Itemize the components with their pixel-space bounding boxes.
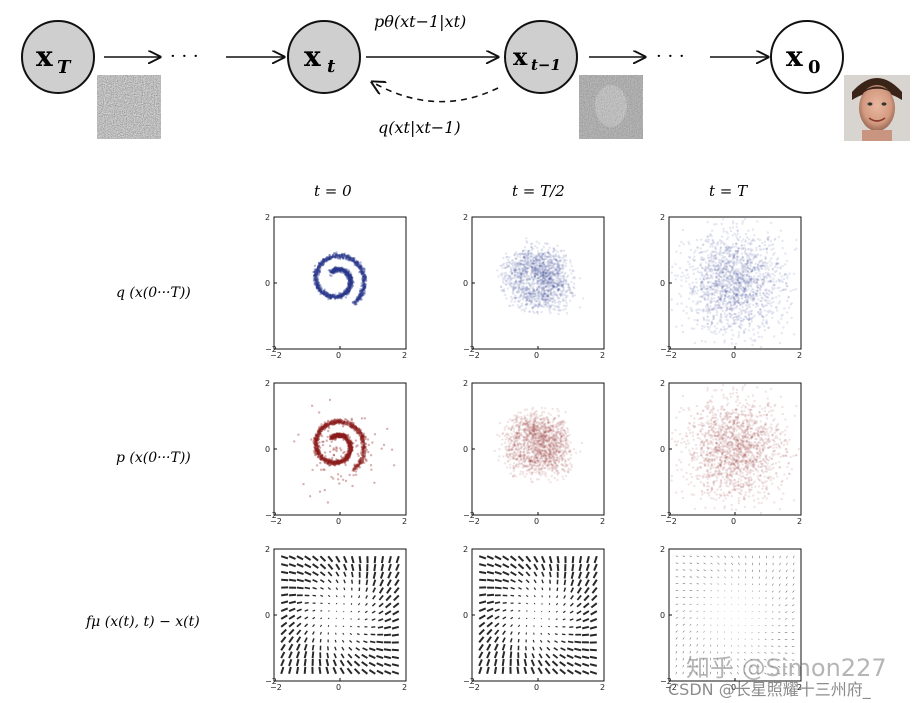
x-tick-label: −2 bbox=[468, 683, 480, 692]
forward-dashed-arrow bbox=[372, 82, 499, 103]
reverse-process-label: pθ(xt−1|xt) bbox=[374, 12, 466, 31]
y-tick-label: 2 bbox=[463, 213, 468, 222]
y-tick-label: 2 bbox=[265, 213, 270, 222]
y-tick-label: 0 bbox=[265, 279, 270, 288]
node-xt-sub: t bbox=[327, 56, 336, 77]
x-tick-label: 0 bbox=[534, 683, 539, 692]
x-tick-label: −2 bbox=[270, 683, 282, 692]
x-tick-label: 0 bbox=[336, 517, 341, 526]
y-tick-label: −2 bbox=[265, 345, 277, 354]
x-tick-label: −2 bbox=[468, 517, 480, 526]
node-xT-label: x bbox=[36, 40, 53, 73]
y-tick-label: 0 bbox=[463, 445, 468, 454]
x-tick-label: −2 bbox=[270, 351, 282, 360]
panel-r1-c2: −2−2 0 0 2 2 bbox=[660, 379, 802, 526]
y-tick-label: 2 bbox=[660, 545, 665, 554]
dots-right: · · · bbox=[656, 46, 685, 67]
x-tick-label: 2 bbox=[402, 351, 407, 360]
y-tick-label: 2 bbox=[463, 379, 468, 388]
y-tick-label: −2 bbox=[265, 511, 277, 520]
y-tick-label: −2 bbox=[660, 511, 672, 520]
x-tick-label: 2 bbox=[600, 683, 605, 692]
node-x0-label: x bbox=[786, 40, 803, 73]
markov-chain: x T · · · x t pθ(xt−1|xt) q(xt|xt−1) x t… bbox=[21, 12, 910, 141]
y-tick-label: 2 bbox=[265, 545, 270, 554]
y-tick-label: −2 bbox=[463, 677, 475, 686]
x-tick-label: 2 bbox=[402, 683, 407, 692]
col-header-t0: t = 0 bbox=[314, 182, 352, 200]
panel-r2-c2: −2−2 0 0 2 2 bbox=[660, 545, 802, 692]
noise-image-xT bbox=[97, 75, 161, 139]
y-tick-label: −2 bbox=[463, 511, 475, 520]
node-xT-sub: T bbox=[57, 57, 72, 78]
y-tick-label: −2 bbox=[463, 345, 475, 354]
x-tick-label: 2 bbox=[797, 683, 802, 692]
col-header-tT: t = T bbox=[709, 182, 748, 200]
y-tick-label: 0 bbox=[265, 445, 270, 454]
row-label-p: p (x(0···T)) bbox=[116, 450, 191, 466]
y-tick-label: 2 bbox=[660, 213, 665, 222]
node-x0: x 0 bbox=[770, 20, 844, 94]
y-tick-label: 0 bbox=[265, 611, 270, 620]
x-tick-label: −2 bbox=[270, 517, 282, 526]
forward-process-label: q(xt|xt−1) bbox=[378, 118, 461, 137]
dots-left: · · · bbox=[170, 46, 199, 67]
face-image-x0 bbox=[844, 75, 910, 141]
y-tick-label: −2 bbox=[265, 677, 277, 686]
panel-r0-c0: −2−2 0 0 2 2 bbox=[265, 213, 407, 360]
row-label-q: q (x(0···T)) bbox=[116, 285, 191, 301]
x-tick-label: 2 bbox=[600, 351, 605, 360]
y-tick-label: −2 bbox=[660, 345, 672, 354]
col-header-tT2: t = T/2 bbox=[512, 182, 565, 200]
node-xt-1: x t−1 bbox=[504, 20, 578, 94]
x-tick-label: −2 bbox=[468, 351, 480, 360]
x-tick-label: 0 bbox=[731, 683, 736, 692]
y-tick-label: 0 bbox=[660, 445, 665, 454]
panel-r1-c0: −2−2 0 0 2 2 bbox=[265, 379, 407, 526]
panel-grid: −2−20022−2−20022−2−20022−2−20022−2−20022… bbox=[265, 213, 802, 692]
x-tick-label: 0 bbox=[534, 351, 539, 360]
y-tick-label: 2 bbox=[463, 545, 468, 554]
y-tick-label: 0 bbox=[463, 611, 468, 620]
panel-r0-c2: −2−2 0 0 2 2 bbox=[660, 213, 802, 360]
y-tick-label: 2 bbox=[265, 379, 270, 388]
x-tick-label: 2 bbox=[402, 517, 407, 526]
x-tick-label: 0 bbox=[336, 683, 341, 692]
node-xt-1-sub: t−1 bbox=[531, 56, 561, 74]
x-tick-label: 2 bbox=[797, 517, 802, 526]
node-xt-label: x bbox=[304, 40, 321, 73]
y-tick-label: 0 bbox=[463, 279, 468, 288]
column-headers: t = 0 t = T/2 t = T bbox=[314, 182, 748, 200]
x-tick-label: 2 bbox=[797, 351, 802, 360]
y-tick-label: 0 bbox=[660, 279, 665, 288]
panel-r2-c0: −2−2 0 0 2 2 bbox=[265, 545, 407, 692]
x-tick-label: −2 bbox=[665, 517, 677, 526]
row-labels: q (x(0···T)) p (x(0···T)) fμ (x(t), t) −… bbox=[85, 285, 200, 630]
x-tick-label: 0 bbox=[731, 517, 736, 526]
x-tick-label: 0 bbox=[336, 351, 341, 360]
y-tick-label: −2 bbox=[660, 677, 672, 686]
y-tick-label: 2 bbox=[660, 379, 665, 388]
x-tick-label: 0 bbox=[731, 351, 736, 360]
node-xt: x t bbox=[287, 20, 361, 94]
watermark-zhihu: 知乎 @Simon227 bbox=[686, 654, 887, 682]
x-tick-label: −2 bbox=[665, 683, 677, 692]
y-tick-label: 0 bbox=[660, 611, 665, 620]
node-xt-1-label: x bbox=[513, 42, 528, 71]
noisy-face-image-xt-1 bbox=[579, 75, 643, 139]
x-tick-label: 2 bbox=[600, 517, 605, 526]
node-x0-sub: 0 bbox=[808, 57, 821, 78]
panel-r2-c1: −2−2 0 0 2 2 bbox=[463, 545, 605, 692]
node-xT: x T bbox=[21, 20, 95, 94]
watermark-csdn: CSDN @长星照耀十三州府_ bbox=[668, 680, 871, 699]
x-tick-label: 0 bbox=[534, 517, 539, 526]
panel-r1-c1: −2−2 0 0 2 2 bbox=[463, 379, 605, 526]
panel-r0-c1: −2−2 0 0 2 2 bbox=[463, 213, 605, 360]
x-tick-label: −2 bbox=[665, 351, 677, 360]
row-label-drift: fμ (x(t), t) − x(t) bbox=[85, 614, 200, 630]
